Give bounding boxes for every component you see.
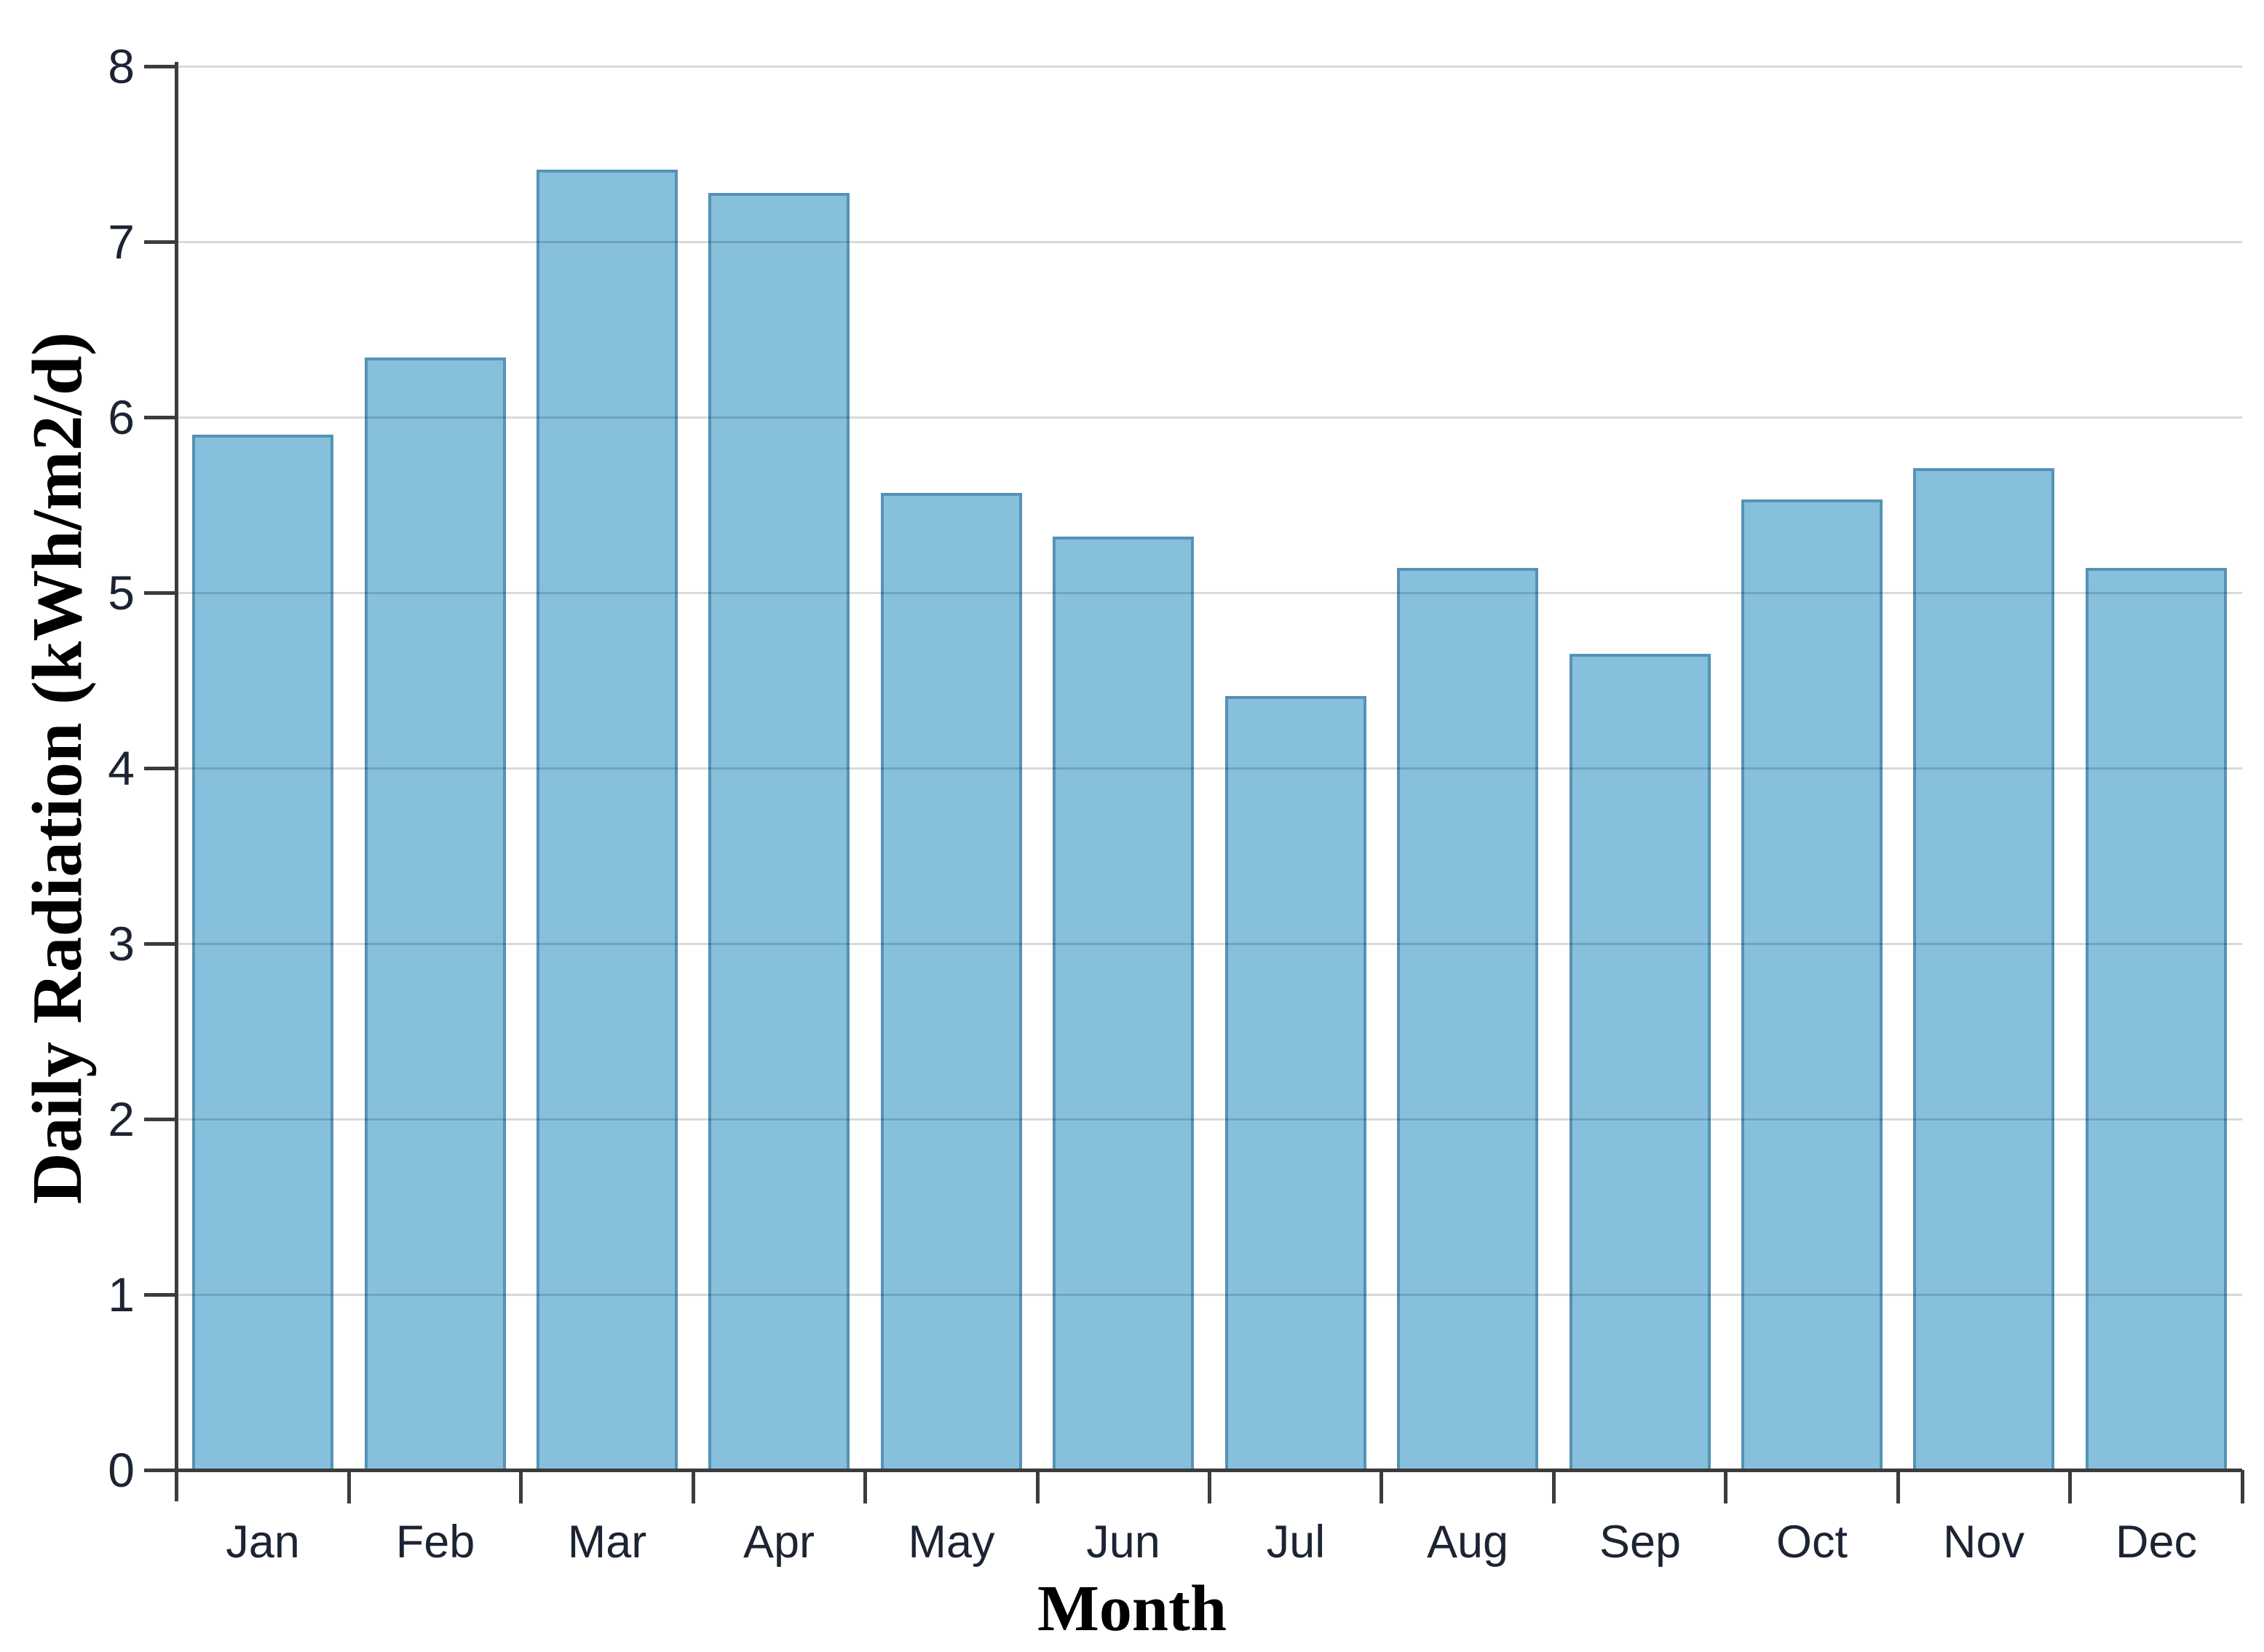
y-tick-8: [144, 65, 178, 68]
y-gridline-5: [177, 591, 2242, 594]
x-tick-boundary-10: [1896, 1470, 1900, 1503]
y-tick-7: [144, 240, 178, 244]
y-tick-label-0: 0: [108, 1443, 135, 1497]
y-axis-title: Daily Radiation (kWh/m2/d): [18, 332, 97, 1204]
x-tick-label-jan: Jan: [226, 1517, 300, 1568]
y-tick-5: [144, 591, 178, 595]
x-tick-boundary-12: [2241, 1470, 2244, 1503]
x-axis-line: [144, 1469, 2242, 1472]
x-tick-boundary-2: [519, 1470, 523, 1503]
x-tick-label-mar: Mar: [567, 1517, 647, 1568]
y-tick-label-5: 5: [108, 566, 135, 620]
y-tick-2: [144, 1118, 178, 1121]
x-tick-label-jul: Jul: [1266, 1517, 1326, 1568]
y-tick-label-1: 1: [108, 1268, 135, 1321]
x-tick-boundary-8: [1552, 1470, 1556, 1503]
y-tick-label-4: 4: [108, 741, 135, 795]
x-tick-label-nov: Nov: [1942, 1517, 2025, 1568]
bar-sep: [1570, 654, 1711, 1470]
y-tick-label-6: 6: [108, 390, 135, 444]
y-gridline-2: [177, 1118, 2242, 1121]
x-tick-boundary-9: [1724, 1470, 1727, 1503]
y-tick-label-7: 7: [108, 215, 135, 269]
y-tick-0: [144, 1469, 178, 1472]
y-gridline-7: [177, 240, 2242, 243]
x-tick-label-sep: Sep: [1599, 1517, 1682, 1568]
x-tick-label-dec: Dec: [2115, 1517, 2198, 1568]
y-tick-6: [144, 416, 178, 419]
y-gridline-1: [177, 1293, 2242, 1296]
bar-oct: [1741, 499, 1883, 1470]
x-tick-boundary-11: [2068, 1470, 2072, 1503]
y-tick-3: [144, 942, 178, 946]
x-tick-label-apr: Apr: [743, 1517, 815, 1568]
y-axis-line: [175, 62, 178, 1501]
bar-may: [881, 493, 1022, 1470]
y-gridline-4: [177, 767, 2242, 770]
x-tick-boundary-7: [1380, 1470, 1383, 1503]
x-tick-label-aug: Aug: [1426, 1517, 1509, 1568]
x-tick-boundary-4: [863, 1470, 867, 1503]
bar-jan: [192, 435, 333, 1470]
bar-jun: [1053, 537, 1194, 1470]
bar-nov: [1913, 468, 2054, 1470]
x-tick-boundary-1: [347, 1470, 351, 1503]
x-tick-label-may: May: [908, 1517, 995, 1568]
x-tick-boundary-3: [692, 1470, 695, 1503]
y-gridline-8: [177, 65, 2242, 68]
x-tick-boundary-5: [1036, 1470, 1040, 1503]
bar-apr: [708, 193, 850, 1470]
x-tick-label-oct: Oct: [1776, 1517, 1848, 1568]
bar-mar: [537, 170, 678, 1470]
y-gridline-3: [177, 942, 2242, 945]
y-tick-label-2: 2: [108, 1092, 135, 1146]
x-tick-boundary-6: [1208, 1470, 1211, 1503]
x-axis-title: Month: [1037, 1573, 1227, 1645]
bar-aug: [1397, 568, 1538, 1470]
bar-jul: [1225, 696, 1366, 1470]
x-tick-label-jun: Jun: [1086, 1517, 1160, 1568]
plot-area: [177, 65, 2242, 1470]
y-gridline-6: [177, 416, 2242, 419]
x-tick-label-feb: Feb: [395, 1517, 475, 1568]
y-tick-label-8: 8: [108, 39, 135, 93]
y-tick-4: [144, 767, 178, 770]
bar-dec: [2086, 568, 2227, 1470]
bar-feb: [365, 357, 506, 1470]
y-tick-1: [144, 1293, 178, 1297]
y-tick-label-3: 3: [108, 917, 135, 971]
